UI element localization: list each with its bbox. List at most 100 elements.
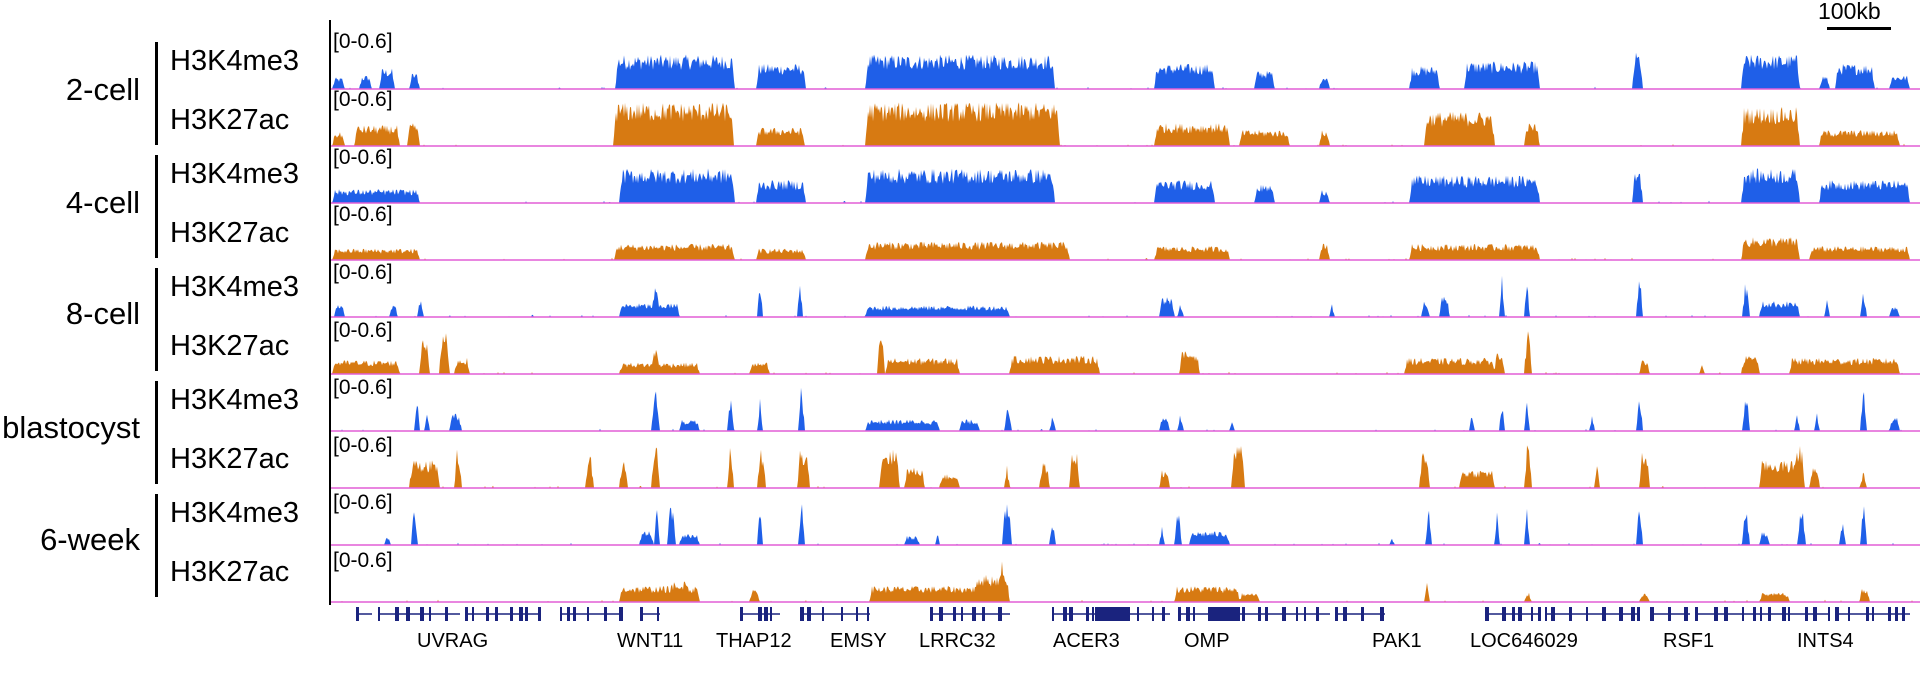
gene-label-uvrag: UVRAG [417,630,489,652]
gene-exon [1724,607,1728,621]
stage-bracket-4-cell [155,155,158,258]
gene-exon [640,607,643,621]
gene-exon [1813,607,1817,621]
gene-exon [740,607,743,621]
track-label: H3K4me3 [170,45,299,77]
gene-exon [525,607,528,621]
track-label: H3K27ac [170,217,290,249]
gene-exon [1569,607,1572,621]
gene-exon [395,607,399,621]
track-range-label: [0-0.6] [333,88,393,111]
gene-exon [1866,607,1869,621]
gene-exon [1502,607,1506,621]
gene-exon [770,607,772,621]
gene-exon [1296,607,1298,621]
signal-track-5 [331,275,1920,317]
gene-label-thap12: THAP12 [716,630,792,652]
gene-exon [758,607,762,621]
gene-exon [619,607,623,621]
gene-exon [1586,607,1588,621]
gene-exon [1650,607,1654,621]
signal-track-6 [331,331,1920,374]
track-label: H3K4me3 [170,497,299,529]
gene-label-emsy: EMSY [830,630,887,652]
gene-exon [822,607,824,621]
gene-exon [1304,607,1306,621]
gene-label-rsf1: RSF1 [1663,630,1715,652]
gene-exon [429,607,431,621]
gene-exon [1193,607,1195,621]
gene-exon [567,607,570,621]
gene-exon [1828,607,1830,621]
gene-exon [1178,607,1181,621]
gene-exon [1760,607,1762,621]
gene-label-pak1: PAK1 [1372,630,1422,652]
gene-exon [495,607,498,621]
gene-exon [1512,607,1515,621]
gene-exon [472,607,474,621]
gene-exon [1805,607,1808,621]
gene-exon [764,607,768,621]
gene-exon [1742,607,1744,621]
scale-bar [1827,27,1891,30]
stage-label-4-cell: 4-cell [65,185,140,220]
track-label: H3K4me3 [170,271,299,303]
gene-exon [406,607,410,621]
track-range-label: [0-0.6] [333,319,393,342]
gene-exon [604,607,607,621]
gene-exon [1768,607,1771,621]
gene-label-loc646029: LOC646029 [1470,630,1578,652]
gene-exon [1872,607,1874,621]
gene-exon [1186,607,1190,621]
signal-track-7 [331,387,1920,431]
gene-exon [538,607,541,621]
gene-exon [1753,607,1756,621]
signal-track-10 [331,561,1920,602]
stage-bracket-8-cell [155,268,158,371]
gene-exon [1282,607,1286,621]
track-label: H3K27ac [170,104,290,136]
gene-exon [1895,607,1898,621]
gene-exon-dense [1095,607,1130,621]
gene-exon [1835,607,1839,621]
gene-exon [486,607,489,621]
gene-exon [1531,607,1533,621]
track-left-axis [329,20,331,605]
gene-exon [1545,607,1547,621]
gene-label-wnt11: WNT11 [617,630,684,652]
gene-exon [982,607,985,621]
track-range-label: [0-0.6] [333,434,393,457]
gene-exon [1258,607,1261,621]
scale-label: 100kb [1818,0,1881,24]
gene-exon [1086,607,1089,621]
gene-exon [807,607,811,621]
stage-bracket-blastocyst [155,381,158,484]
gene-exon [1137,607,1139,621]
gene-exon [961,607,963,621]
gene-exon [1848,607,1850,621]
gene-label-acer3: ACER3 [1053,630,1120,652]
gene-exon [998,607,1002,621]
signal-track-1 [331,52,1920,89]
gene-exon [1162,607,1165,621]
gene-exon [1316,607,1319,621]
gene-exon [657,607,659,621]
gene-exon [1631,607,1635,621]
gene-exon [1380,607,1384,621]
track-range-label: [0-0.6] [333,30,393,53]
gene-exon [1538,607,1541,621]
gene-exon [1052,607,1054,621]
gene-exon [1343,607,1347,621]
gene-exon [972,607,976,621]
stage-label-8-cell: 8-cell [65,296,140,331]
signal-track-9 [331,504,1920,545]
gene-exon [1668,607,1671,621]
gene-exon [1714,607,1718,621]
gene-exon [1208,607,1210,621]
gene-exon [465,607,468,621]
gene-exon-dense [1210,607,1240,621]
gene-exon [573,607,576,621]
gene-exon [560,607,562,621]
gene-label-ints4: INTS4 [1797,630,1854,652]
stage-bracket-2-cell [155,42,158,145]
